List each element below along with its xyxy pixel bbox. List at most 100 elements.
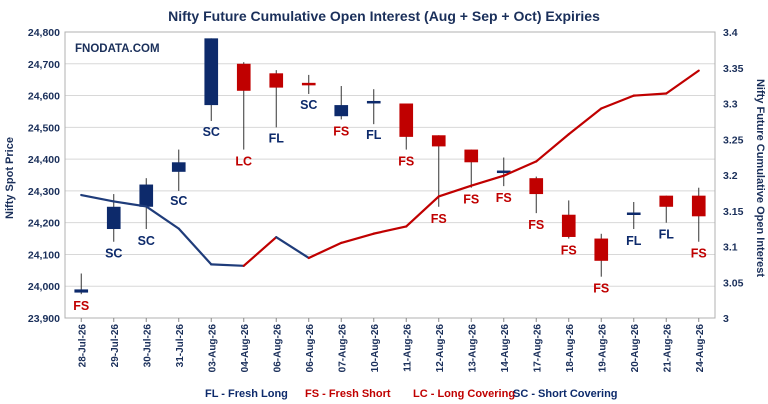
candle-body xyxy=(106,206,121,230)
signal-label: SC xyxy=(300,98,317,112)
x-tick-label: 13-Aug-26 xyxy=(467,324,478,373)
x-tick-label: 17-Aug-26 xyxy=(532,324,543,373)
candle-body xyxy=(399,103,414,137)
candle-body xyxy=(691,195,706,217)
oi-line-segment xyxy=(470,174,505,187)
x-tick-label: 12-Aug-26 xyxy=(435,324,446,373)
chart-title: Nifty Future Cumulative Open Interest (A… xyxy=(168,8,600,24)
oi-line-segment xyxy=(437,184,473,198)
signal-label: FS xyxy=(398,155,414,169)
oi-line-segment xyxy=(242,236,278,267)
y-left-tick-label: 24,000 xyxy=(28,281,60,293)
watermark: FNODATA.COM xyxy=(75,43,160,55)
y-right-tick-label: 3.25 xyxy=(723,134,744,146)
x-tick-label: 03-Aug-26 xyxy=(207,324,218,373)
x-tick-label: 11-Aug-26 xyxy=(402,324,413,372)
y-right-tick-label: 3 xyxy=(723,313,729,325)
candle-body xyxy=(139,184,154,207)
y-axis-right: 3 3.05 3.1 3.15 3.2 3.25 3.3 3.35 3.4 xyxy=(723,27,744,325)
legend-item: FL - Fresh Long xyxy=(205,388,288,400)
oi-line-segment xyxy=(177,227,213,266)
candle-body xyxy=(204,38,219,106)
signal-label: FS xyxy=(463,193,479,207)
signal-label: SC xyxy=(105,247,122,261)
signal-label: FL xyxy=(659,228,675,242)
signal-label: FL xyxy=(626,234,642,248)
oi-line xyxy=(80,69,700,267)
signal-label: SC xyxy=(138,234,155,248)
y-left-tick-label: 23,900 xyxy=(28,313,60,325)
signal-label: FS xyxy=(593,282,609,296)
candle-body xyxy=(74,289,89,293)
signal-label: FS xyxy=(73,299,89,313)
y-axis-left-title: Nifty Spot Price xyxy=(4,137,16,219)
y-right-tick-label: 3.2 xyxy=(723,170,738,182)
y-right-tick-label: 3.35 xyxy=(723,63,744,75)
oi-line-segment xyxy=(502,160,538,177)
y-right-tick-label: 3.3 xyxy=(723,99,738,111)
candle-body xyxy=(236,63,251,91)
x-tick-label: 04-Aug-26 xyxy=(240,324,251,373)
y-right-tick-label: 3.1 xyxy=(723,242,738,254)
oi-line-segment xyxy=(405,195,440,228)
signal-label: FL xyxy=(269,131,285,145)
y-left-tick-label: 24,700 xyxy=(28,59,60,71)
y-left-tick-label: 24,400 xyxy=(28,154,60,166)
oi-line-segment xyxy=(210,263,245,267)
x-tick-label: 07-Aug-26 xyxy=(337,324,348,373)
oi-line-segment xyxy=(372,225,408,235)
legend-item: FS - Fresh Short xyxy=(305,388,391,400)
x-tick-label: 29-Jul-26 xyxy=(110,324,121,368)
y-right-tick-label: 3.4 xyxy=(723,27,738,39)
oi-line-segment xyxy=(567,107,603,136)
legend-item: LC - Long Covering xyxy=(413,388,515,400)
x-tick-label: 06-Aug-26 xyxy=(305,324,316,373)
candle-body xyxy=(561,214,576,237)
candle-body xyxy=(659,195,674,207)
oi-line-segment xyxy=(80,193,115,203)
oi-line-segment xyxy=(307,241,343,260)
oi-line-segment xyxy=(535,133,570,163)
x-tick-label: 10-Aug-26 xyxy=(370,324,381,373)
x-tick-label: 14-Aug-26 xyxy=(500,324,511,373)
signal-label: FL xyxy=(366,128,382,142)
candle-body xyxy=(594,238,609,261)
signal-label: SC xyxy=(203,125,220,139)
y-left-tick-label: 24,100 xyxy=(28,249,60,261)
legend: FL - Fresh Long FS - Fresh Short LC - Long… xyxy=(205,388,618,400)
x-tick-label: 28-Jul-26 xyxy=(77,324,88,368)
candle-body xyxy=(464,149,479,163)
signal-label: FS xyxy=(431,212,447,226)
oi-line-segment xyxy=(145,205,180,230)
x-tick-label: 30-Jul-26 xyxy=(142,324,153,368)
x-tick-label: 20-Aug-26 xyxy=(630,324,641,373)
signal-label: SC xyxy=(170,194,187,208)
signal-label: FS xyxy=(333,124,349,138)
oi-line-segment xyxy=(632,92,668,97)
oi-line-segment xyxy=(340,232,375,245)
candle-body xyxy=(269,73,284,88)
x-tick-label: 06-Aug-26 xyxy=(272,324,283,373)
y-axis-left: 23,900 24,000 24,100 24,200 24,300 24,400 24,5… xyxy=(28,27,60,325)
candle-body xyxy=(301,82,316,86)
x-tick-label: 21-Aug-26 xyxy=(662,324,673,373)
signal-label: LC xyxy=(235,155,252,169)
legend-item: SC - Short Covering xyxy=(513,388,618,400)
y-left-tick-label: 24,200 xyxy=(28,218,60,230)
candle-body xyxy=(334,105,349,117)
x-tick-label: 19-Aug-26 xyxy=(597,324,608,373)
signal-label: FS xyxy=(561,244,577,258)
signal-label: FS xyxy=(496,191,512,205)
candle-body xyxy=(171,162,186,172)
signal-label: FS xyxy=(528,218,544,232)
y-left-tick-label: 24,600 xyxy=(28,91,60,103)
candles xyxy=(74,38,706,295)
candle-body xyxy=(366,100,381,104)
candle-body xyxy=(529,178,544,195)
candle-body xyxy=(431,135,446,147)
candle-body xyxy=(626,212,641,215)
x-tick-label: 24-Aug-26 xyxy=(695,324,706,373)
candle-body xyxy=(496,170,511,174)
y-left-tick-label: 24,800 xyxy=(28,27,60,39)
